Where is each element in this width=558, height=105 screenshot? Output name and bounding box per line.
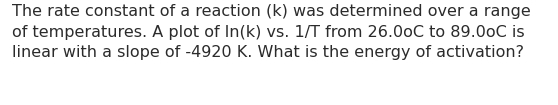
Text: The rate constant of a reaction (k) was determined over a range
of temperatures.: The rate constant of a reaction (k) was … [12, 4, 531, 60]
